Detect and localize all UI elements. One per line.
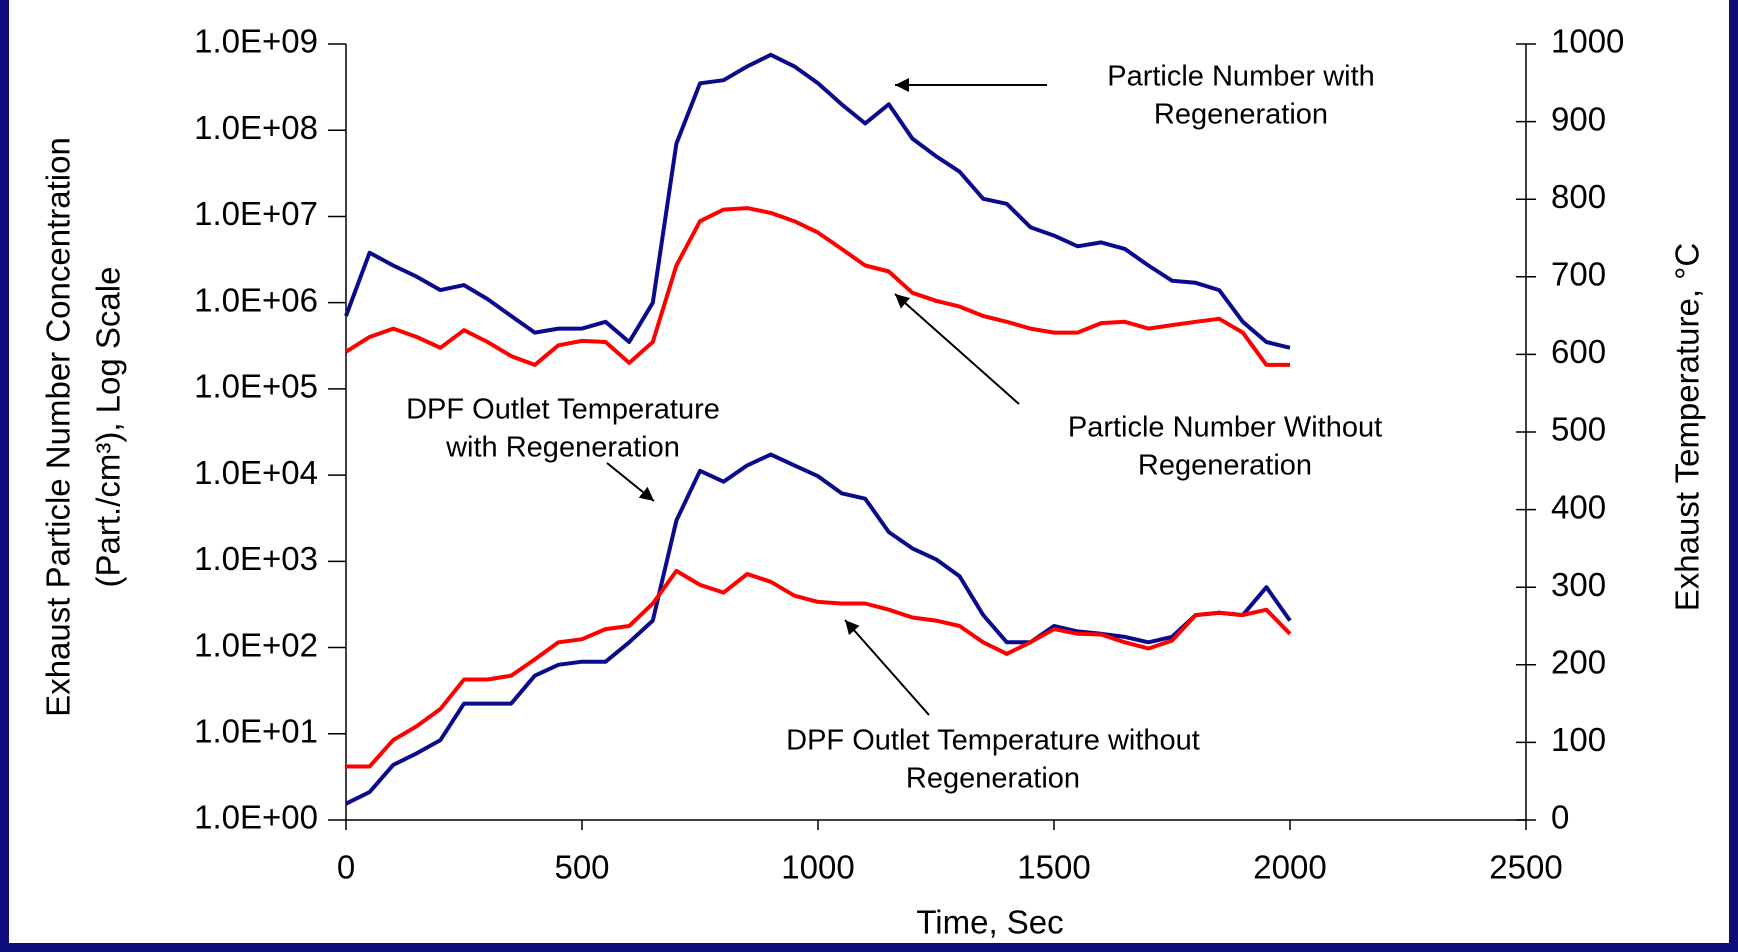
x-tick-label: 1500 [1017,849,1090,886]
y-axis-label: Exhaust Particle Number Concentration [40,137,77,717]
y2-tick-label: 400 [1551,488,1606,525]
y2-tick-label: 200 [1551,644,1606,681]
x-tick-label: 1000 [781,849,854,886]
y-tick-label: 1.0E+04 [194,454,318,491]
data-line [345,452,1292,806]
y-tick-label: 1.0E+05 [194,368,318,405]
y2-tick-label: 100 [1551,721,1606,758]
annotation: Particle Number with [1107,61,1375,93]
annotation: with Regeneration [445,432,680,464]
y-tick-label: 1.0E+01 [194,712,318,749]
x-tick-label: 2000 [1253,849,1326,886]
annotation-arrow [894,293,1020,405]
x-tick-label: 0 [337,849,355,886]
y-tick-label: 1.0E+00 [194,799,318,836]
y2-tick-label: 500 [1551,411,1606,448]
annotation: DPF Outlet Temperature without [786,725,1200,757]
data-line [346,568,1292,769]
annotation: Particle Number Without [1068,412,1382,444]
y-tick-label: 1.0E+03 [194,540,318,577]
data-line [344,52,1291,350]
y-tick-label: 1.0E+08 [194,109,318,146]
y-tick-label: 1.0E+09 [194,23,318,60]
y2-tick-label: 300 [1551,566,1606,603]
data-line [344,206,1290,367]
y2-tick-label: 0 [1551,799,1569,836]
y-tick-label: 1.0E+06 [194,281,318,318]
y2-tick-label: 600 [1551,333,1606,370]
x-tick-label: 2500 [1489,849,1562,886]
plot-background [9,0,1729,943]
annotation-arrow [606,462,655,502]
annotation: Regeneration [1138,450,1312,482]
y2-tick-label: 800 [1551,178,1606,215]
annotation: DPF Outlet Temperature [406,394,720,426]
y2-tick-label: 900 [1551,100,1606,137]
annotation-arrow [844,619,930,716]
y2-tick-label: 700 [1551,256,1606,293]
y2-axis-label: Exhaust Temperature, °C [1669,243,1706,611]
x-tick-label: 500 [554,849,609,886]
y-tick-label: 1.0E+07 [194,195,318,232]
y2-tick-label: 1000 [1551,23,1624,60]
y-tick-label: 1.0E+02 [194,626,318,663]
x-axis-label: Time, Sec [916,904,1063,941]
annotation: Regeneration [906,763,1080,795]
y-axis-label: (Part./cm³), Log Scale [90,267,127,588]
annotation: Regeneration [1154,99,1328,131]
